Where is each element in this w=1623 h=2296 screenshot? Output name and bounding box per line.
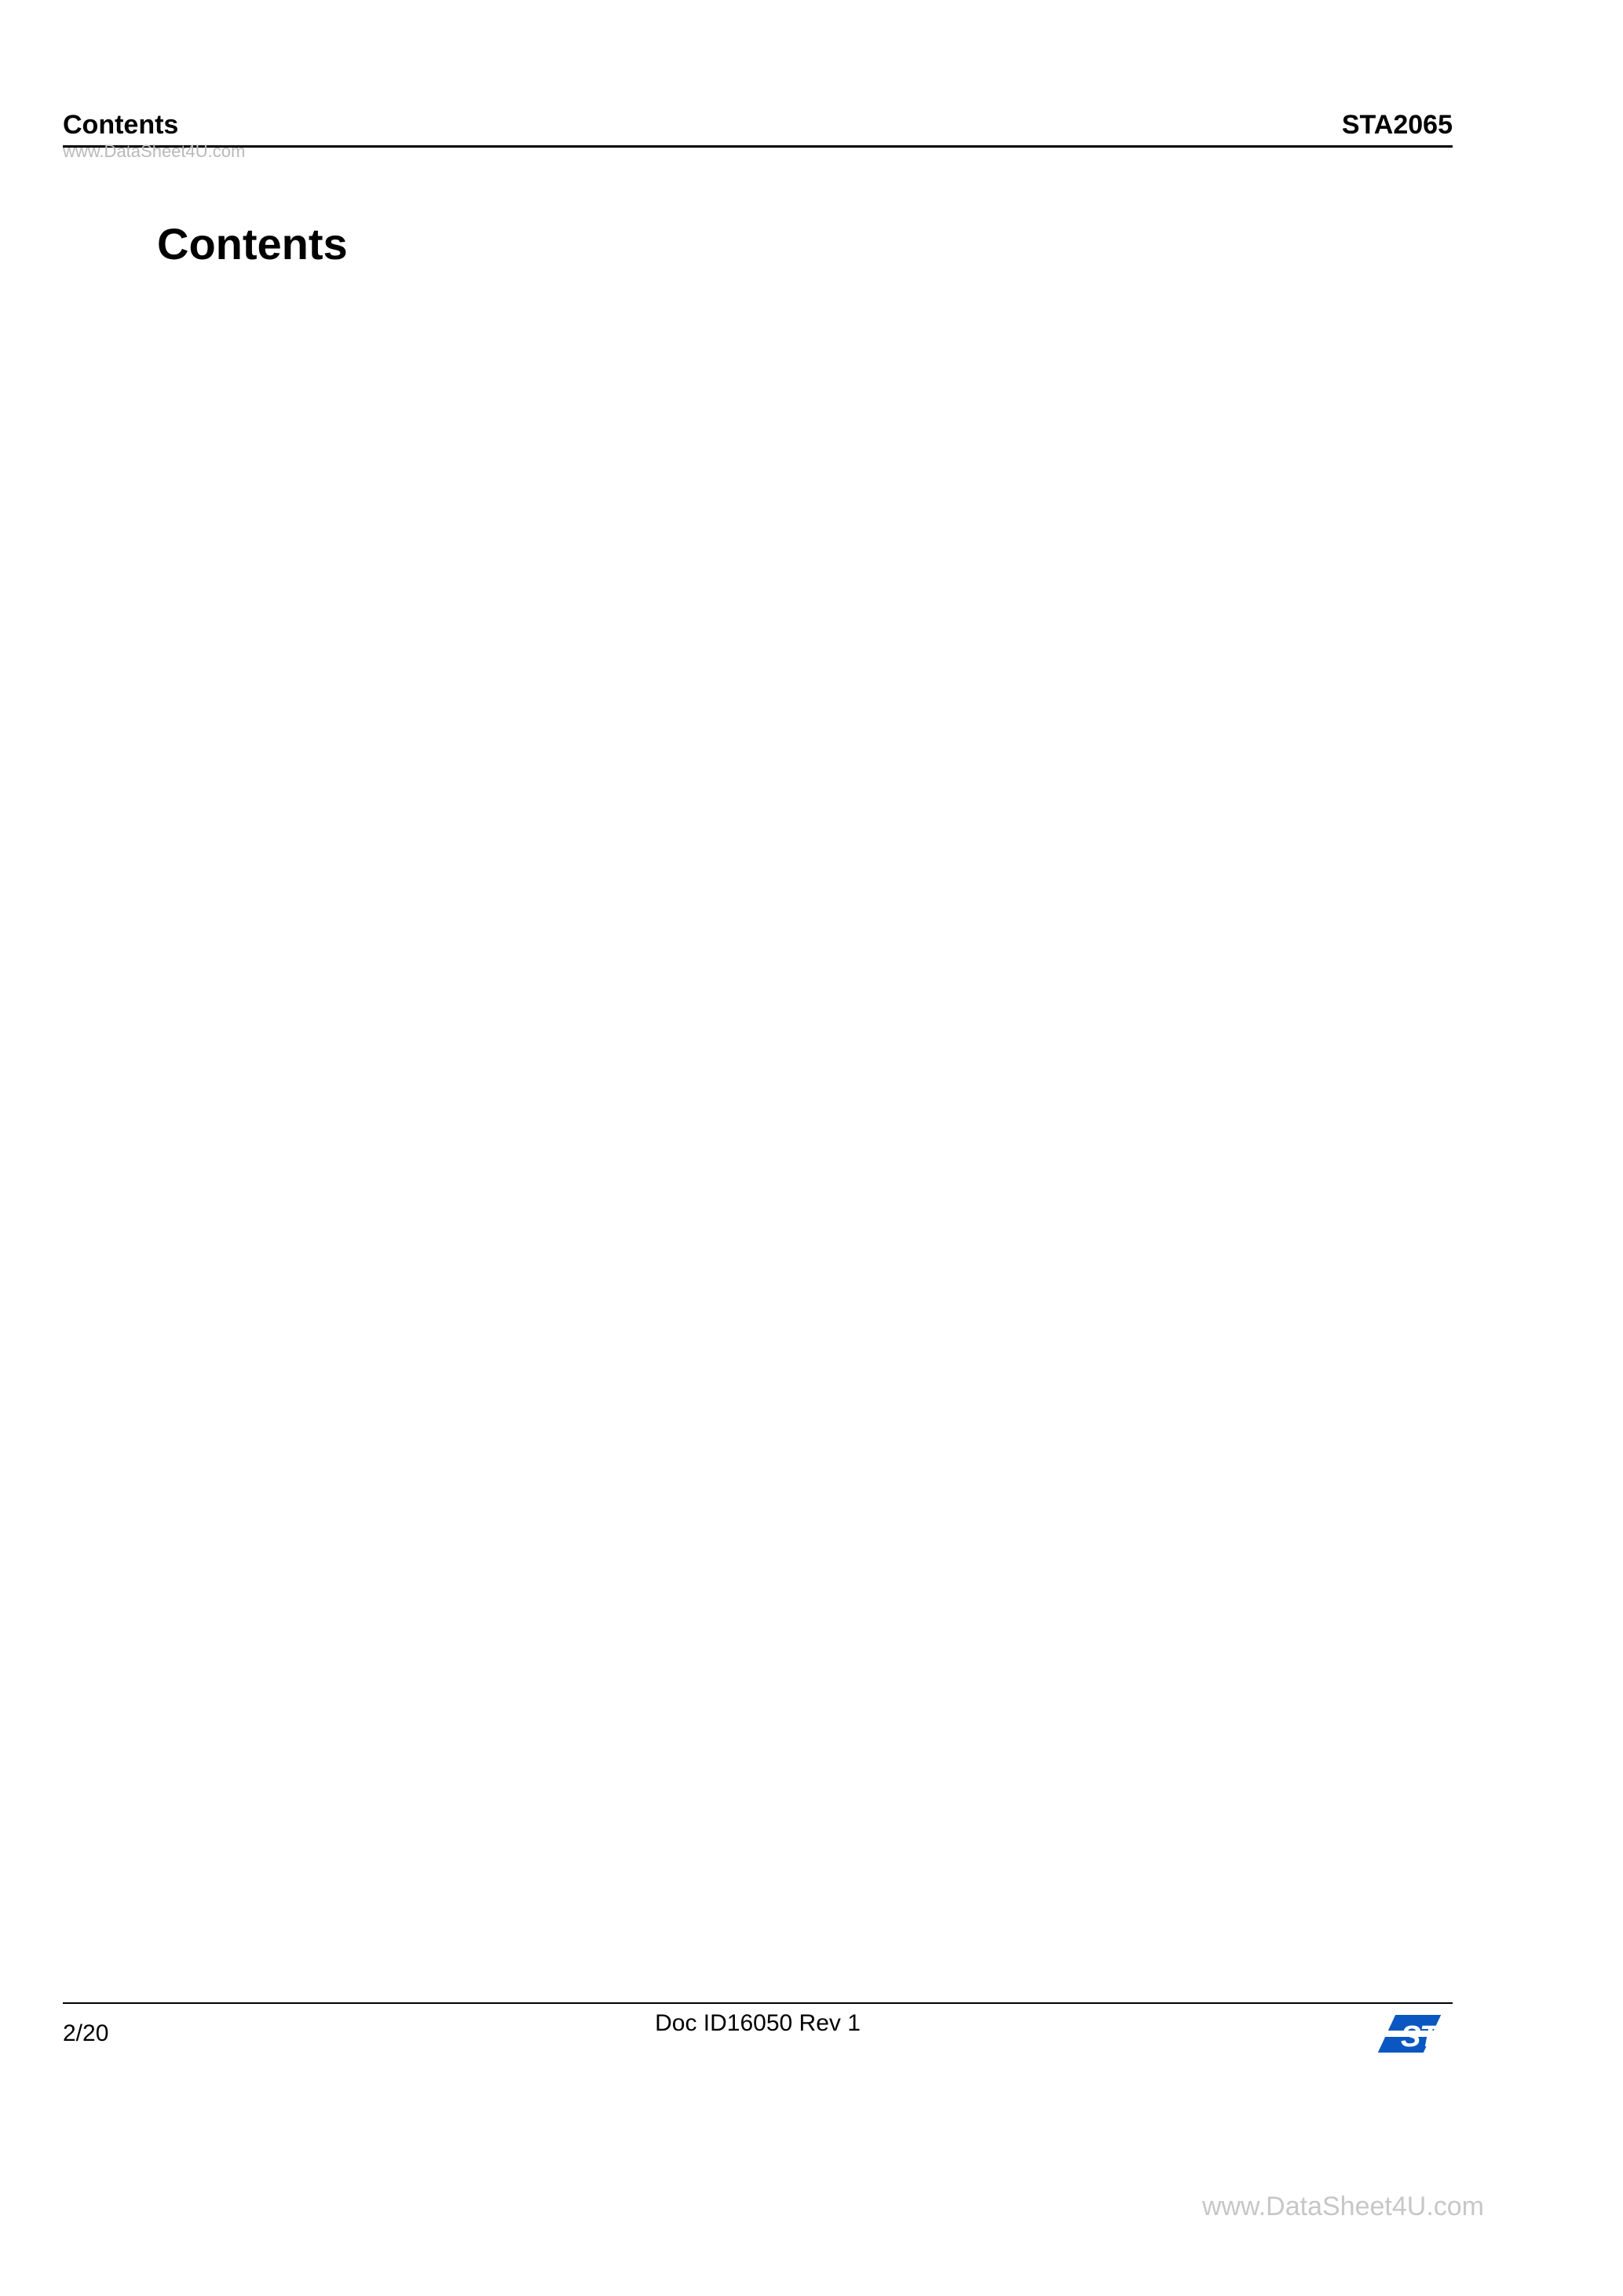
footer: 2/20 Doc ID16050 Rev 1 S T bbox=[63, 2002, 1453, 2057]
header: Contents STA2065 bbox=[63, 110, 1453, 148]
svg-text:S: S bbox=[1401, 2020, 1420, 2053]
watermark-top: www.DataSheet4U.com bbox=[63, 141, 245, 162]
header-left: Contents bbox=[63, 110, 178, 141]
footer-doc-id: Doc ID16050 Rev 1 bbox=[655, 2010, 861, 2037]
svg-text:T: T bbox=[1420, 2020, 1440, 2053]
st-logo: S T bbox=[1374, 2010, 1453, 2057]
page: www.DataSheet4U.com Contents STA2065 Con… bbox=[63, 110, 1453, 2057]
header-right: STA2065 bbox=[1342, 110, 1453, 141]
footer-page-number: 2/20 bbox=[63, 2020, 108, 2047]
watermark-bottom: www.DataSheet4U.com bbox=[1202, 2192, 1484, 2222]
page-title: Contents bbox=[157, 218, 1453, 269]
